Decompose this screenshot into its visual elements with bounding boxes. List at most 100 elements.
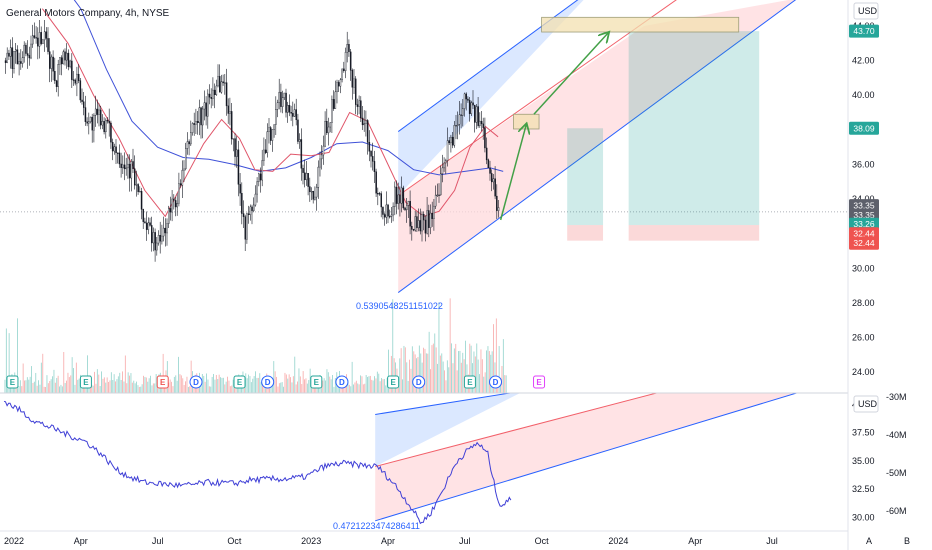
volume-tick-label[interactable]: -60M [886,506,907,516]
channel-lower-line[interactable] [397,0,797,293]
time-tick-label[interactable]: Apr [381,536,395,546]
earnings-icon[interactable] [6,375,19,389]
channel-upper-line[interactable] [397,0,608,132]
candle-body [9,47,12,57]
event-label[interactable]: E [314,378,320,387]
projection-arrows[interactable] [499,33,609,221]
candle-body [191,123,194,133]
earnings-icon[interactable] [463,375,476,389]
price-tick-label[interactable]: 42.00 [852,56,875,66]
earnings-icon[interactable] [233,375,246,389]
volume-bar [388,349,389,393]
time-tick-label[interactable]: Apr [688,536,702,546]
auto-scale-button[interactable]: A [866,536,872,546]
earnings-icon[interactable] [79,375,92,389]
price-tick-label[interactable]: 36.00 [852,159,875,169]
candle-body [132,161,134,170]
earnings-icon[interactable] [156,375,169,389]
event-label[interactable]: D [416,378,422,387]
event-label[interactable]: D [493,378,499,387]
volume-tick-label[interactable]: -40M [886,430,907,440]
volume-bar [148,378,150,393]
oscillator-tick-label[interactable]: 35.00 [852,456,875,466]
candle-body [98,109,100,115]
event-label[interactable]: E [83,378,89,387]
oscillator-tick-label[interactable]: 30.00 [852,512,875,522]
time-tick-label[interactable]: Oct [227,536,242,546]
volume-bar [276,376,277,393]
volume-bar [481,359,483,393]
price-tick-label[interactable]: 24.00 [852,367,875,377]
earnings-icon[interactable] [533,375,546,389]
channel-middle-line[interactable] [397,0,708,197]
price-tick-label[interactable]: 28.00 [852,298,875,308]
candle-body [252,204,255,211]
event-label[interactable]: E [536,378,542,387]
event-label[interactable]: E [467,378,473,387]
event-label[interactable]: D [339,378,345,387]
regression-channel[interactable] [397,0,797,293]
price-tick-label[interactable]: 40.00 [852,90,875,100]
time-tick-label[interactable]: 2022 [4,536,24,546]
candle-body [339,79,342,87]
price-tick-label[interactable]: 34.00 [852,194,875,204]
candle-body [363,123,366,126]
candle-body [244,216,246,240]
trade-zones[interactable] [513,16,760,241]
price-tick-label[interactable]: 30.00 [852,263,875,273]
currency-bottom-box[interactable] [853,395,879,413]
volume-bar [438,302,440,393]
earnings-icon[interactable] [387,375,400,389]
volume-bar [483,376,485,393]
target-box[interactable] [541,16,740,33]
oscillator-tick-label[interactable]: 37.50 [852,428,875,438]
time-tick-label[interactable]: Jul [152,536,164,546]
currency-top-box[interactable] [853,2,879,20]
event-label[interactable]: E [10,378,16,387]
dividend-icon[interactable] [335,375,349,389]
time-tick-label[interactable]: 2023 [301,536,321,546]
volume-bar [465,340,466,393]
time-tick-label[interactable]: Jul [766,536,778,546]
candle-body [436,194,439,196]
event-label[interactable]: E [160,378,166,387]
candle-body [193,123,195,125]
candle-body [43,31,46,41]
volume-bar [283,386,284,393]
candle-body [346,44,349,53]
projection-arrow[interactable] [499,125,527,221]
dividend-icon[interactable] [489,375,503,389]
dividend-icon[interactable] [261,375,275,389]
position-target-zone[interactable] [628,31,760,226]
event-label[interactable]: E [390,378,396,387]
currency-bottom[interactable]: USD [858,399,878,409]
position-stop-zone[interactable] [628,225,760,241]
event-label[interactable]: E [237,378,243,387]
currency-top[interactable]: USD [858,6,878,16]
event-label[interactable]: D [193,378,199,387]
position-target-zone[interactable] [567,128,604,226]
volume-tick-label[interactable]: -50M [886,468,907,478]
candle-body [397,194,400,204]
channel-upper-band[interactable] [398,0,608,196]
projection-arrow[interactable] [533,33,608,115]
event-label[interactable]: D [265,378,271,387]
candle-body [142,209,144,222]
earnings-icon[interactable] [310,375,323,389]
position-stop-zone[interactable] [567,225,604,241]
dividend-icon[interactable] [412,375,426,389]
time-tick-label[interactable]: Oct [535,536,550,546]
oscillator-tick-label[interactable]: 32.50 [852,484,875,494]
time-tick-label[interactable]: Jul [459,536,471,546]
volume-bar [417,357,419,393]
price-tick-label[interactable]: 26.00 [852,333,875,343]
volume-tick-label[interactable]: -30M [886,392,907,402]
candle-body [235,149,238,157]
time-tick-label[interactable]: 2024 [608,536,628,546]
log-scale-button[interactable]: B [904,536,910,546]
time-axis[interactable]: 2022 Apr Jul Oct 2023 Apr Jul Oct 2024 Apr Jul [4,536,778,546]
dividend-icon[interactable] [189,375,203,389]
time-tick-label[interactable]: Apr [74,536,88,546]
